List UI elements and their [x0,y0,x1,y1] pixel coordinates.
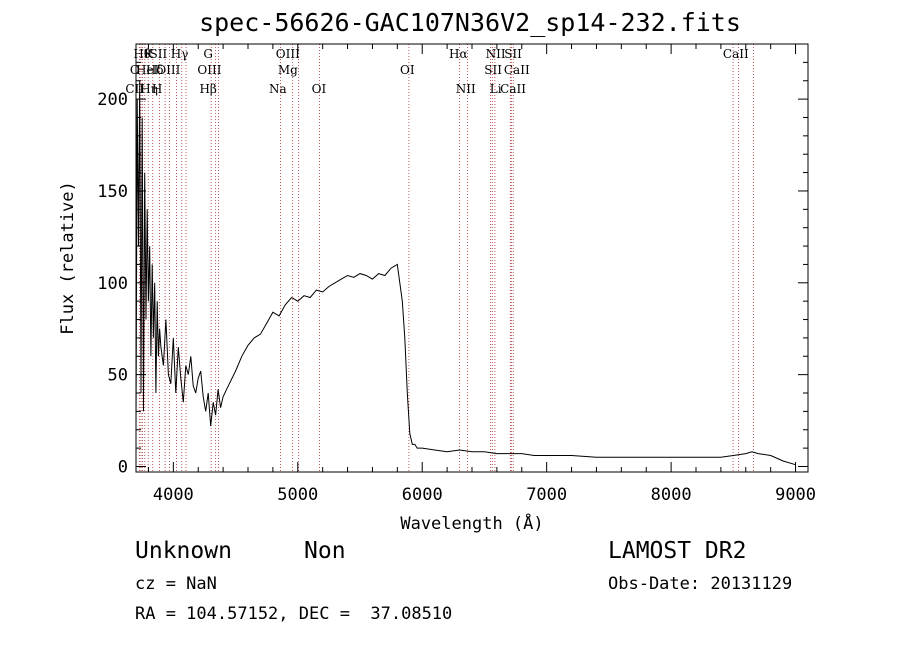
y-tick-label: 0 [118,457,128,477]
y-tick-label: 200 [97,90,128,110]
line-label: OIII [276,47,300,61]
spectrum-line [135,80,796,466]
y-tick-label: 50 [108,366,128,386]
line-label: Hγ [171,47,189,61]
object-subclass: Non [304,538,346,564]
y-tick-label: 150 [97,182,128,202]
cz-value: cz = NaN [135,574,217,594]
line-label: OIII [156,63,180,77]
axes: 4000 5000 6000 7000 8000 9000 0 50 100 150 200 Wave… [58,43,816,534]
plot-frame [135,43,809,473]
line-label: H [152,82,162,96]
line-label: CII [125,82,144,96]
series-layer [135,80,796,466]
line-label: Na [269,82,287,96]
line-label: OI [312,82,327,96]
line-label: CaII [723,47,749,61]
line-label: Li [490,82,502,96]
line-label: G [203,47,213,61]
line-label: Hθ [133,47,151,61]
line-label: O [130,63,140,77]
line-label: Hδ [146,63,164,77]
x-tick-label: 5000 [277,485,318,505]
line-label: CaII [500,82,526,96]
line-label: Hβ [199,82,216,96]
x-tick-label: 7000 [526,485,567,505]
y-axis-label: Flux (relative) [58,181,78,335]
line-label: NII [486,47,506,61]
y-tick-label: 100 [97,274,128,294]
chart-title: spec-56626-GAC107N36V2_sp14-232.fits [199,8,741,37]
line-label: K [144,47,154,61]
obs-date: Obs-Date: 20131129 [608,574,793,594]
line-label: OIII [197,63,221,77]
line-label: Hη [140,82,158,96]
line-label: Hα [449,47,468,61]
x-axis-label: Wavelength (Å) [400,512,543,534]
line-label: CaII [504,63,530,77]
x-tick-label: 6000 [402,485,443,505]
line-label: OI [400,63,415,77]
coordinates: RA = 104.57152, DEC = 37.08510 [135,604,453,624]
line-label: NII [456,82,476,96]
line-label: SII [484,63,502,77]
line-label: HeI [136,63,159,77]
line-label: SII [504,47,522,61]
object-class: Unknown [135,538,232,564]
line-label: SII [150,47,168,61]
emission-line-markers [138,44,754,472]
survey-name: LAMOST DR2 [608,538,747,564]
x-tick-label: 4000 [153,485,194,505]
x-tick-label: 8000 [651,485,692,505]
x-tick-label: 9000 [775,485,816,505]
line-label: Mg [278,63,298,77]
